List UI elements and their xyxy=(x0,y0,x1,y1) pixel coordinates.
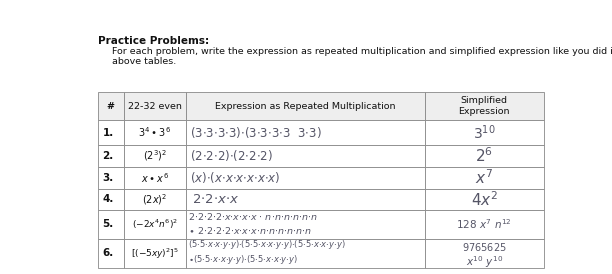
Bar xyxy=(98,145,124,167)
Bar xyxy=(186,210,425,239)
Bar xyxy=(425,239,543,268)
Text: $4x^2$: $4x^2$ xyxy=(471,190,498,209)
Text: $x^{10}\ y^{10}$: $x^{10}\ y^{10}$ xyxy=(466,254,502,270)
Text: $[(-5xy)^2]^5$: $[(-5xy)^2]^5$ xyxy=(131,246,179,261)
Bar xyxy=(124,92,186,121)
Text: 6.: 6. xyxy=(103,248,114,258)
Bar xyxy=(98,92,124,121)
Text: $2^6$: $2^6$ xyxy=(475,146,493,165)
Text: $(x){\cdot}(x{\cdot}x{\cdot}x{\cdot}x{\cdot}x{\cdot}x)$: $(x){\cdot}(x{\cdot}x{\cdot}x{\cdot}x{\c… xyxy=(190,170,280,185)
Text: #: # xyxy=(106,102,115,111)
Text: $3^{10}$: $3^{10}$ xyxy=(473,123,496,142)
Text: $\bullet\ 2{\cdot}2{\cdot}2{\cdot}2{\cdot}x{\cdot}x{\cdot}x{\cdot}n{\cdot}n{\cdo: $\bullet\ 2{\cdot}2{\cdot}2{\cdot}2{\cdo… xyxy=(188,225,312,236)
Bar xyxy=(98,239,124,268)
Text: 1.: 1. xyxy=(103,128,114,138)
Bar xyxy=(124,210,186,239)
Text: above tables.: above tables. xyxy=(112,57,176,66)
Text: $(2^3)^2$: $(2^3)^2$ xyxy=(143,149,167,163)
Bar xyxy=(425,210,543,239)
Text: $x \bullet x^6$: $x \bullet x^6$ xyxy=(141,171,169,185)
Text: Simplified
Expression: Simplified Expression xyxy=(458,96,510,116)
Text: $(2x)^2$: $(2x)^2$ xyxy=(143,192,168,207)
Bar xyxy=(124,239,186,268)
Text: $2{\cdot}2{\cdot}x{\cdot}x$: $2{\cdot}2{\cdot}x{\cdot}x$ xyxy=(192,193,239,206)
Text: $128\ x^7\ n^{12}$: $128\ x^7\ n^{12}$ xyxy=(457,217,512,231)
Bar xyxy=(425,167,543,189)
Bar xyxy=(425,121,543,145)
Bar xyxy=(98,167,124,189)
Bar xyxy=(425,145,543,167)
Bar xyxy=(98,189,124,210)
Text: $2{\cdot}2{\cdot}2{\cdot}2{\cdot}x{\cdot}x{\cdot}x{\cdot}x\ {\cdot}\ n{\cdot}n{\: $2{\cdot}2{\cdot}2{\cdot}2{\cdot}x{\cdot… xyxy=(188,211,318,222)
Text: $x^7$: $x^7$ xyxy=(475,169,493,187)
Bar xyxy=(186,145,425,167)
Text: Expression as Repeated Multiplication: Expression as Repeated Multiplication xyxy=(215,102,395,111)
Text: Practice Problems:: Practice Problems: xyxy=(98,36,209,46)
Text: 5.: 5. xyxy=(103,219,114,229)
Bar xyxy=(186,92,425,121)
Bar xyxy=(124,167,186,189)
Text: $3^4 \bullet 3^6$: $3^4 \bullet 3^6$ xyxy=(138,126,171,139)
Text: $(5{\cdot}5{\cdot}x{\cdot}x{\cdot}y{\cdot}y){\cdot}(5{\cdot}5{\cdot}x{\cdot}x{\c: $(5{\cdot}5{\cdot}x{\cdot}x{\cdot}y{\cdo… xyxy=(188,238,346,252)
Text: $(-2x^4n^6)^2$: $(-2x^4n^6)^2$ xyxy=(132,218,178,231)
Bar xyxy=(425,189,543,210)
Bar xyxy=(98,121,124,145)
Text: 22-32 even: 22-32 even xyxy=(128,102,182,111)
Text: $9765625$: $9765625$ xyxy=(462,241,507,253)
Text: $(3{\cdot}3{\cdot}3{\cdot}3){\cdot}(3{\cdot}3{\cdot}3{\cdot}3\ \ 3{\cdot}3)$: $(3{\cdot}3{\cdot}3{\cdot}3){\cdot}(3{\c… xyxy=(190,125,321,140)
Bar xyxy=(186,167,425,189)
Text: For each problem, write the expression as repeated multiplication and simplified: For each problem, write the expression a… xyxy=(112,47,612,56)
Bar xyxy=(425,92,543,121)
Text: $\bullet(5{\cdot}5{\cdot}x{\cdot}x{\cdot}y{\cdot}y){\cdot}(5{\cdot}5{\cdot}x{\cd: $\bullet(5{\cdot}5{\cdot}x{\cdot}x{\cdot… xyxy=(188,253,298,266)
Bar xyxy=(186,121,425,145)
Text: 4.: 4. xyxy=(103,194,114,204)
Bar xyxy=(186,239,425,268)
Bar xyxy=(124,145,186,167)
Text: 3.: 3. xyxy=(103,173,114,183)
Text: 2.: 2. xyxy=(103,151,114,161)
Bar xyxy=(98,210,124,239)
Bar xyxy=(186,189,425,210)
Bar xyxy=(124,189,186,210)
Text: $(2{\cdot}2{\cdot}2){\cdot}(2{\cdot}2{\cdot}2)$: $(2{\cdot}2{\cdot}2){\cdot}(2{\cdot}2{\c… xyxy=(190,148,273,163)
Bar xyxy=(124,121,186,145)
